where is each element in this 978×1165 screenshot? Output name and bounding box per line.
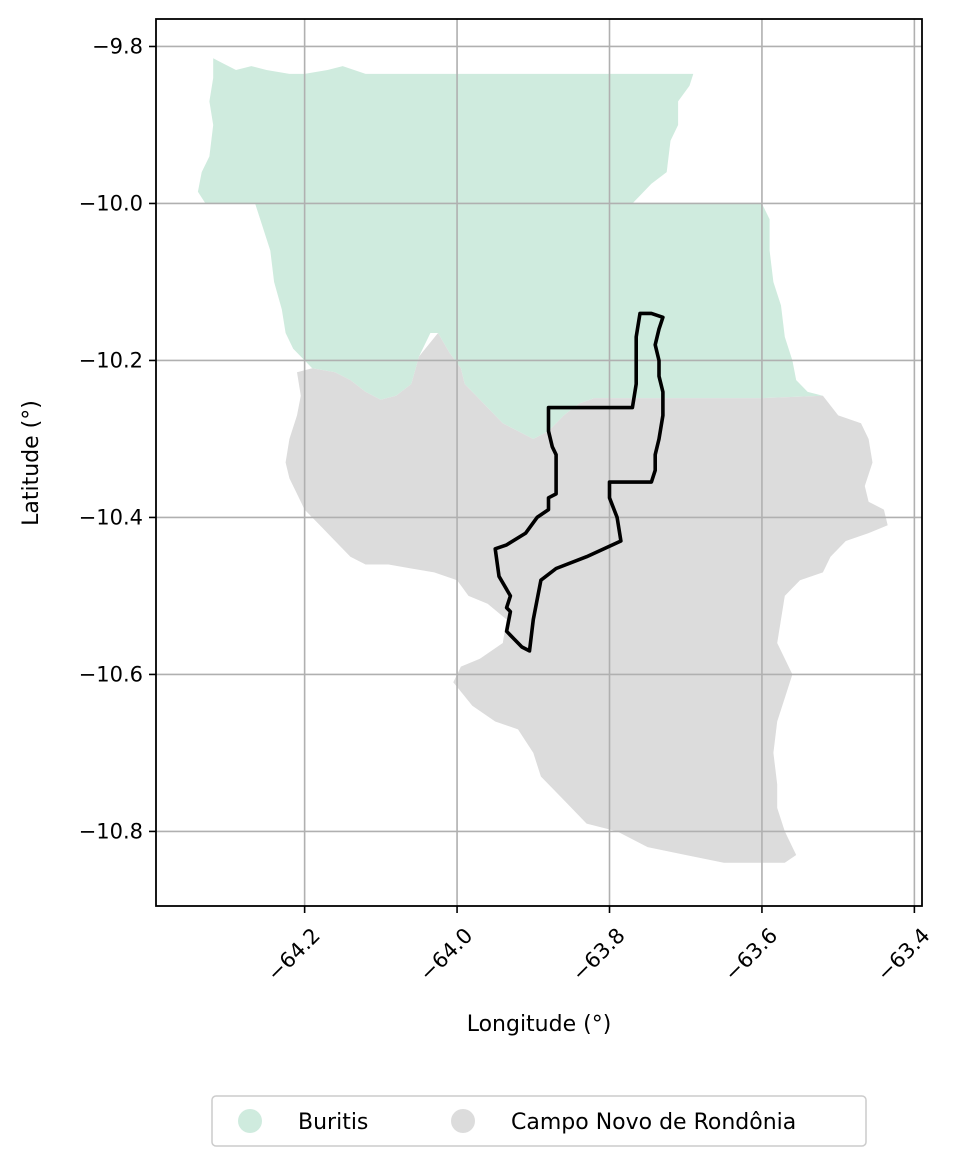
y-tick-label: −9.8 [92, 34, 143, 58]
y-axis: −9.8 −10.0 −10.2 −10.4 −10.6 −10.8 [79, 34, 156, 843]
y-tick-label: −10.2 [79, 348, 143, 372]
legend-frame [211, 1095, 867, 1147]
gridlines [156, 19, 922, 906]
region-campo-novo [285, 333, 888, 863]
y-tick-label: −10.0 [79, 191, 143, 215]
map-regions [197, 58, 888, 863]
outline-layer [493, 311, 665, 653]
x-tick-label: −63.8 [567, 923, 629, 985]
x-axis: −64.2 −64.0 −63.8 −63.6 −63.4 [262, 906, 935, 986]
legend-label-buritis: Buritis [298, 1110, 368, 1135]
y-tick-label: −10.6 [79, 662, 143, 686]
boundary-outline [493, 311, 665, 653]
y-tick-label: −10.8 [79, 819, 143, 843]
plot-frame [155, 18, 923, 907]
region-buritis [197, 58, 823, 439]
x-tick-label: −63.6 [720, 923, 782, 985]
y-axis-label: Latitude (°) [19, 400, 44, 526]
legend-label-campo-novo: Campo Novo de Rondônia [511, 1110, 796, 1135]
x-tick-label: −64.2 [262, 923, 324, 985]
x-tick-label: −64.0 [415, 923, 477, 985]
x-axis-label: Longitude (°) [467, 1012, 612, 1037]
x-tick-label: −63.4 [872, 923, 934, 985]
legend-marker-campo-novo [451, 1109, 475, 1133]
legend: Buritis Campo Novo de Rondônia [211, 1095, 867, 1147]
legend-marker-buritis [238, 1109, 262, 1133]
y-tick-label: −10.4 [79, 505, 143, 529]
